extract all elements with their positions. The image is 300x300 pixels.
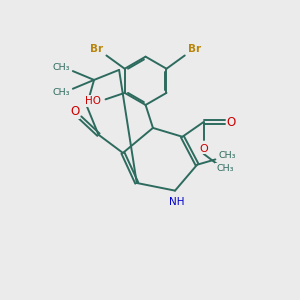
Text: Br: Br xyxy=(188,44,201,54)
Text: NH: NH xyxy=(169,197,184,207)
Text: O: O xyxy=(199,143,208,154)
Text: CH₃: CH₃ xyxy=(219,152,236,160)
Text: CH₃: CH₃ xyxy=(52,88,70,97)
Text: O: O xyxy=(70,105,80,118)
Text: HO: HO xyxy=(85,96,101,106)
Text: CH₃: CH₃ xyxy=(216,164,233,173)
Text: CH₃: CH₃ xyxy=(52,63,70,72)
Text: Br: Br xyxy=(90,44,103,54)
Text: O: O xyxy=(226,116,236,128)
